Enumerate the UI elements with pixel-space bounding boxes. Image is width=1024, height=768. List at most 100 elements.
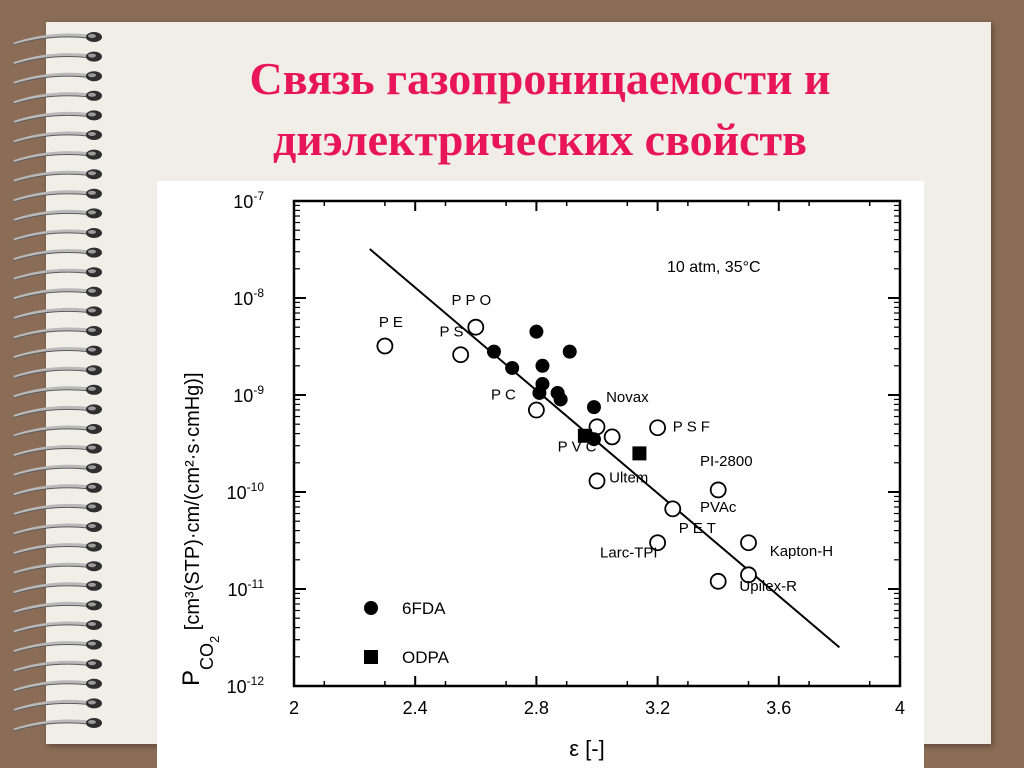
data-point-open-circle <box>664 500 682 518</box>
data-point-open-circle <box>740 566 757 584</box>
binding-ring <box>13 639 102 654</box>
binding-ring <box>13 208 102 222</box>
x-tick-label: 3.2 <box>645 698 670 718</box>
binding-ring <box>13 541 102 556</box>
data-point-6fda <box>586 400 601 415</box>
trend-line-layer <box>369 248 841 649</box>
data-point-open-circle <box>467 318 485 336</box>
plot-frame <box>292 199 902 688</box>
data-point-open-circle <box>649 419 667 437</box>
binding-ring <box>13 561 102 575</box>
data-point-open-circle <box>649 534 667 552</box>
binding-ring <box>13 698 102 712</box>
binding-ring <box>13 384 102 399</box>
legend-label: 6FDA <box>402 599 446 618</box>
binding-ring <box>13 580 102 595</box>
data-point-odpa <box>577 428 592 443</box>
binding-ring <box>13 345 102 360</box>
data-point-6fda <box>553 392 568 407</box>
data-point-open-circle <box>709 572 727 590</box>
data-point-6fda <box>532 385 547 400</box>
data-point-6fda <box>535 358 550 373</box>
point-label: PVAc <box>700 499 737 516</box>
binding-ring <box>13 51 102 66</box>
data-point-open-circle <box>452 346 470 364</box>
binding-ring <box>13 90 102 105</box>
binding-ring <box>13 32 102 46</box>
binding-ring <box>13 71 102 85</box>
point-label: PPO <box>452 292 496 309</box>
x-tick-label: 2 <box>289 698 299 718</box>
binding-ring <box>13 424 102 438</box>
binding-ring <box>13 502 102 516</box>
y-axis-label-text: PCO2 [cm³(STP)·cm/(cm²·s·cmHg)] <box>178 372 222 686</box>
x-tick-label: 2.4 <box>403 698 428 718</box>
point-label: PS <box>439 324 467 341</box>
data-point-6fda <box>562 344 577 359</box>
data-point-odpa <box>632 446 647 461</box>
y-tick-label: 10-12 <box>227 674 265 697</box>
data-point-open-circle <box>603 428 621 446</box>
point-label: PI-2800 <box>700 453 753 470</box>
binding-ring <box>13 600 102 614</box>
x-tick-label: 2.8 <box>524 698 549 718</box>
title-line-2: диэлектрических свойств <box>273 114 807 165</box>
binding-ring <box>13 718 102 732</box>
binding-ring <box>13 326 102 340</box>
legend-item: 6FDA <box>364 599 446 618</box>
binding-ring <box>13 110 102 124</box>
data-point-6fda <box>486 344 501 359</box>
point-label: PET <box>679 520 720 537</box>
points-layer <box>376 318 757 590</box>
trend-line <box>369 248 841 649</box>
data-point-6fda <box>505 360 520 375</box>
data-point-open-circle <box>709 481 727 499</box>
data-point-open-circle <box>527 401 545 419</box>
y-tick-label: 10-8 <box>233 286 264 309</box>
binding-ring <box>13 247 102 262</box>
data-point-open-circle <box>740 534 757 552</box>
condition-label: 10 atm, 35°C <box>667 259 761 276</box>
point-label: Larc-TPI <box>600 545 658 562</box>
data-point-6fda <box>529 324 544 339</box>
point-label: PVC <box>558 439 601 456</box>
y-axis-label: PCO2 [cm³(STP)·cm/(cm²·s·cmHg)] <box>178 372 222 686</box>
data-point-open-circle <box>376 337 394 355</box>
binding-ring <box>13 130 102 144</box>
binding-ring <box>13 443 102 458</box>
y-tick-label: 10-11 <box>228 577 265 600</box>
spiral-binding <box>13 32 102 732</box>
point-labels-layer: PE PS PPO PC Novax PSF PVC Ultem PI-2800 PVAc PET L… <box>379 292 833 595</box>
point-label: Novax <box>606 389 649 406</box>
data-point-open-circle <box>588 472 606 490</box>
binding-ring <box>13 620 102 634</box>
point-label: Upilex-R <box>739 578 797 595</box>
binding-ring <box>13 463 102 477</box>
y-tick-label: 10-7 <box>233 189 264 212</box>
binding-ring <box>13 188 102 203</box>
title-line-1: Связь газопроницаемости и <box>249 53 831 104</box>
point-label: PSF <box>673 419 714 436</box>
binding-ring <box>13 286 102 301</box>
x-tick-label: 3.6 <box>766 698 791 718</box>
legend-label: ODPA <box>402 648 450 667</box>
plot-card <box>157 181 924 768</box>
point-label: Ultem <box>609 470 648 487</box>
y-tick-label: 10-9 <box>233 383 264 406</box>
legend-item: ODPA <box>364 648 450 667</box>
x-tick-label: 4 <box>895 698 905 718</box>
binding-ring <box>13 169 102 183</box>
legend-marker <box>364 601 378 615</box>
binding-ring <box>13 365 102 379</box>
binding-ring <box>13 306 102 320</box>
legend: 6FDA ODPA <box>364 599 450 667</box>
binding-ring <box>13 228 102 242</box>
point-label: Kapton-H <box>770 543 833 560</box>
scatter-chart: 2 2.4 2.8 3.2 3.6 4 10-7 10-8 10-9 10-10 10-11 10-1… <box>178 189 905 761</box>
point-label: PC <box>491 386 520 403</box>
point-label: PE <box>379 314 407 331</box>
binding-ring <box>13 659 102 673</box>
slide-title: Связь газопроницаемости и диэлектрически… <box>100 48 980 170</box>
y-tick-label: 10-10 <box>227 480 265 503</box>
legend-marker <box>364 650 378 664</box>
